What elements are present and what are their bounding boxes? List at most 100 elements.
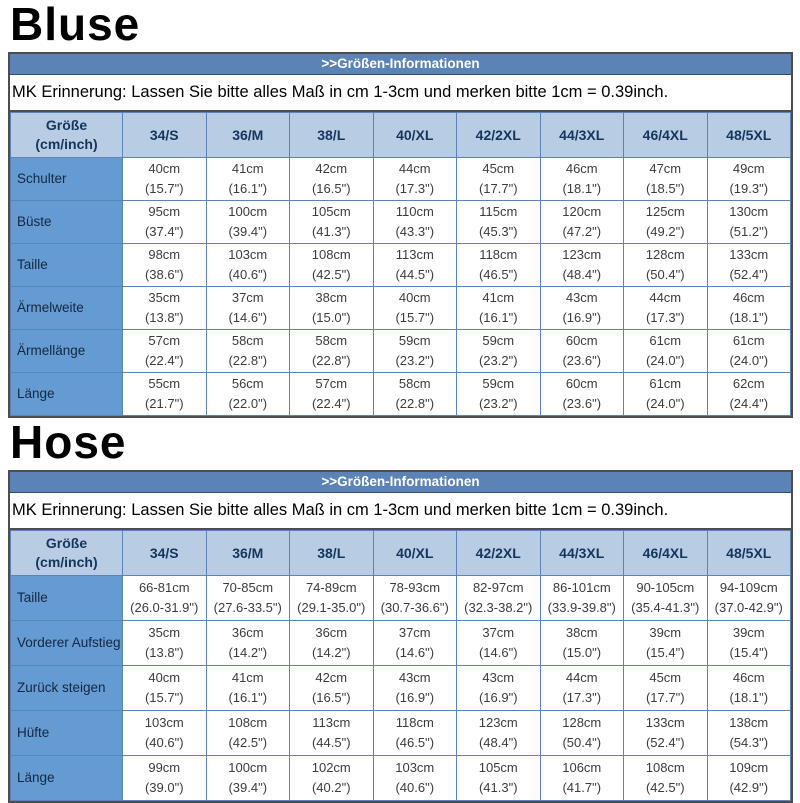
- size-cell: 44cm (17.3"): [372, 156, 457, 201]
- size-column-header: 38/L: [289, 529, 374, 576]
- size-table-bluse: >>Größen-Informationen MK Erinnerung: La…: [8, 51, 793, 418]
- size-cell: 59cm (23.2"): [372, 328, 457, 373]
- size-cell: 46cm (18.1"): [706, 664, 791, 711]
- size-cell: 41cm (16.1"): [456, 285, 541, 330]
- size-cell: 62cm (24.4"): [706, 371, 791, 416]
- size-cell: 59cm (23.2"): [456, 328, 541, 373]
- size-cell: 100cm (39.4"): [205, 754, 290, 801]
- size-grid-hose: Größe (cm/inch) 34/S 36/M 38/L 40/XL 42/2XL 44/…: [10, 529, 791, 801]
- size-cell: 103cm (40.6"): [372, 754, 457, 801]
- size-cell: 108cm (42.5"): [205, 709, 290, 756]
- size-cell: 61cm (24.0"): [706, 328, 791, 373]
- table-row: Länge 99cm (39.0") 100cm (39.4") 102cm (40.2")…: [10, 754, 791, 801]
- measure-row-label: Ärmelweite: [10, 285, 123, 330]
- size-info-band: >>Größen-Informationen: [10, 53, 791, 75]
- size-cell: 125cm (49.2"): [623, 199, 708, 244]
- size-column-header: 40/XL: [372, 529, 457, 576]
- size-cell: 36cm (14.2"): [289, 619, 374, 666]
- size-cell: 128cm (50.4"): [623, 242, 708, 287]
- size-cell: 133cm (52.4"): [623, 709, 708, 756]
- size-column-header: 44/3XL: [539, 111, 624, 158]
- header-row: Größe (cm/inch) 34/S 36/M 38/L 40/XL 42/2XL 44/…: [10, 111, 791, 158]
- size-cell: 61cm (24.0"): [623, 328, 708, 373]
- measure-row-label: Vorderer Aufstieg: [10, 619, 123, 666]
- size-column-header: 48/5XL: [706, 111, 791, 158]
- size-cell: 43cm (16.9"): [372, 664, 457, 711]
- table-row: Zurück steigen 40cm (15.7") 41cm (16.1") 42cm…: [10, 664, 791, 711]
- size-cell: 66-81cm (26.0-31.9"): [122, 574, 207, 621]
- size-cell: 35cm (13.8"): [122, 619, 207, 666]
- size-cell: 37cm (14.6"): [205, 285, 290, 330]
- size-table-hose: >>Größen-Informationen MK Erinnerung: La…: [8, 469, 793, 803]
- size-cell: 82-97cm (32.3-38.2"): [456, 574, 541, 621]
- measure-row-label: Taille: [10, 242, 123, 287]
- size-cell: 103cm (40.6"): [122, 709, 207, 756]
- size-cell: 138cm (54.3"): [706, 709, 791, 756]
- size-cell: 43cm (16.9"): [539, 285, 624, 330]
- size-cell: 42cm (16.5"): [289, 664, 374, 711]
- size-cell: 56cm (22.0"): [205, 371, 290, 416]
- size-cell: 46cm (18.1"): [706, 285, 791, 330]
- size-cell: 110cm (43.3"): [372, 199, 457, 244]
- measurement-reminder: MK Erinnerung: Lassen Sie bitte alles Ma…: [10, 492, 791, 530]
- size-column-header: 42/2XL: [456, 529, 541, 576]
- measurement-reminder: MK Erinnerung: Lassen Sie bitte alles Ma…: [10, 74, 791, 112]
- measure-row-label: Ärmellänge: [10, 328, 123, 373]
- size-column-header: 36/M: [205, 111, 290, 158]
- size-cell: 78-93cm (30.7-36.6"): [372, 574, 457, 621]
- size-cell: 42cm (16.5"): [289, 156, 374, 201]
- size-cell: 60cm (23.6"): [539, 328, 624, 373]
- size-info-band: >>Größen-Informationen: [10, 471, 791, 493]
- size-cell: 113cm (44.5"): [372, 242, 457, 287]
- size-cell: 118cm (46.5"): [456, 242, 541, 287]
- size-column-header: 40/XL: [372, 111, 457, 158]
- size-cell: 43cm (16.9"): [456, 664, 541, 711]
- size-cell: 57cm (22.4"): [122, 328, 207, 373]
- size-cell: 58cm (22.8"): [289, 328, 374, 373]
- size-cell: 74-89cm (29.1-35.0"): [289, 574, 374, 621]
- size-cell: 123cm (48.4"): [539, 242, 624, 287]
- size-cell: 103cm (40.6"): [205, 242, 290, 287]
- size-cell: 99cm (39.0"): [122, 754, 207, 801]
- size-grid-bluse: Größe (cm/inch) 34/S 36/M 38/L 40/XL 42/2XL 44/…: [10, 111, 791, 416]
- size-cell: 49cm (19.3"): [706, 156, 791, 201]
- size-cell: 94-109cm (37.0-42.9"): [706, 574, 791, 621]
- size-cell: 70-85cm (27.6-33.5"): [205, 574, 290, 621]
- size-cell: 98cm (38.6"): [122, 242, 207, 287]
- size-cell: 100cm (39.4"): [205, 199, 290, 244]
- measure-row-label: Länge: [10, 754, 123, 801]
- size-column-header: 36/M: [205, 529, 290, 576]
- size-cell: 39cm (15.4"): [706, 619, 791, 666]
- measure-row-label: Zurück steigen: [10, 664, 123, 711]
- corner-header: Größe (cm/inch): [10, 111, 123, 158]
- size-column-header: 46/4XL: [623, 111, 708, 158]
- size-column-header: 38/L: [289, 111, 374, 158]
- size-cell: 86-101cm (33.9-39.8"): [539, 574, 624, 621]
- size-cell: 123cm (48.4"): [456, 709, 541, 756]
- size-cell: 113cm (44.5"): [289, 709, 374, 756]
- size-cell: 36cm (14.2"): [205, 619, 290, 666]
- size-cell: 39cm (15.4"): [623, 619, 708, 666]
- section-title-bluse: Bluse: [10, 0, 141, 50]
- size-cell: 44cm (17.3"): [623, 285, 708, 330]
- size-cell: 47cm (18.5"): [623, 156, 708, 201]
- size-cell: 58cm (22.8"): [372, 371, 457, 416]
- measure-row-label: Länge: [10, 371, 123, 416]
- size-cell: 118cm (46.5"): [372, 709, 457, 756]
- measure-row-label: Hüfte: [10, 709, 123, 756]
- size-cell: 60cm (23.6"): [539, 371, 624, 416]
- size-cell: 41cm (16.1"): [205, 156, 290, 201]
- size-cell: 38cm (15.0"): [289, 285, 374, 330]
- size-cell: 37cm (14.6"): [372, 619, 457, 666]
- table-row: Schulter 40cm (15.7") 41cm (16.1") 42cm (16.5"…: [10, 156, 791, 201]
- size-cell: 95cm (37.4"): [122, 199, 207, 244]
- size-column-header: 34/S: [122, 111, 207, 158]
- table-row: Ärmellänge 57cm (22.4") 58cm (22.8") 58cm (22.…: [10, 328, 791, 373]
- size-cell: 61cm (24.0"): [623, 371, 708, 416]
- size-cell: 59cm (23.2"): [456, 371, 541, 416]
- size-cell: 108cm (42.5"): [623, 754, 708, 801]
- corner-header: Größe (cm/inch): [10, 529, 123, 576]
- size-cell: 35cm (13.8"): [122, 285, 207, 330]
- size-cell: 130cm (51.2"): [706, 199, 791, 244]
